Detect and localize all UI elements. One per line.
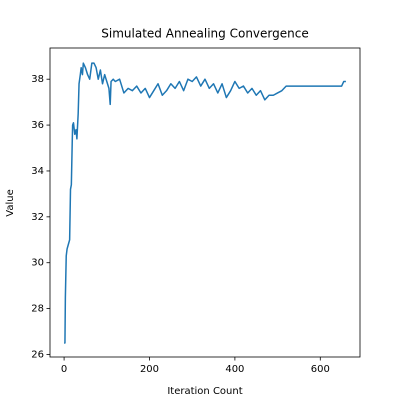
chart-title: Simulated Annealing Convergence — [101, 27, 308, 41]
x-tick-label: 400 — [225, 364, 244, 375]
axes-frame — [49, 47, 361, 358]
x-tick-label: 200 — [140, 364, 159, 375]
y-tick-label: 30 — [31, 258, 44, 269]
y-tick-label: 38 — [31, 74, 44, 85]
x-tick-label: 0 — [61, 364, 67, 375]
x-tick-label: 600 — [311, 364, 330, 375]
data-line — [64, 62, 346, 344]
y-tick-label: 34 — [31, 166, 44, 177]
y-tick-label: 28 — [31, 304, 44, 315]
y-axis-label: Value — [5, 189, 16, 216]
y-tick-label: 32 — [31, 212, 44, 223]
x-axis-label: Iteration Count — [167, 386, 242, 397]
y-tick-label: 36 — [31, 120, 44, 131]
y-tick-label: 26 — [31, 349, 44, 360]
